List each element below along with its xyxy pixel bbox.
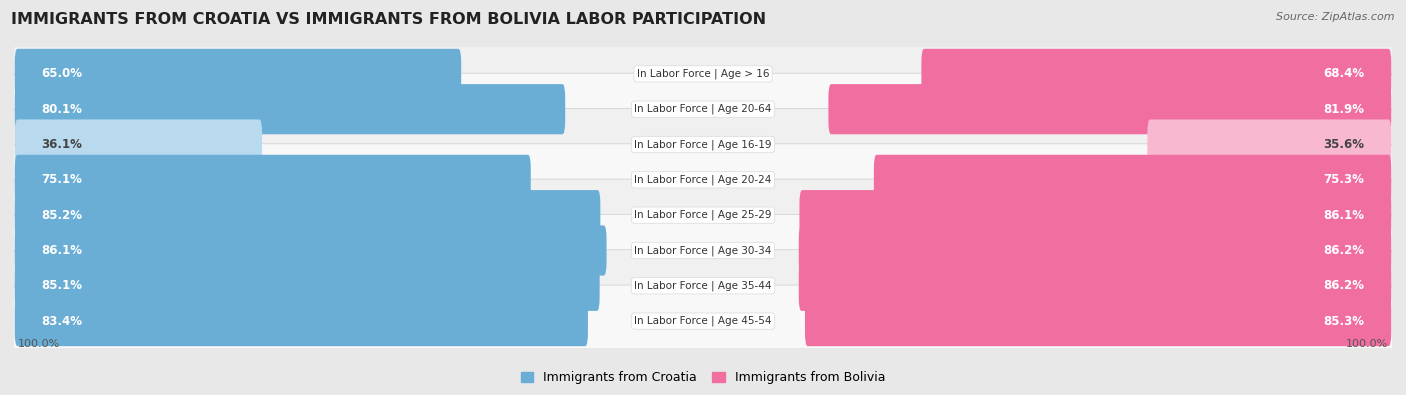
FancyBboxPatch shape [800,190,1392,240]
FancyBboxPatch shape [14,296,588,346]
Text: 86.1%: 86.1% [1323,209,1364,222]
FancyBboxPatch shape [13,250,1393,322]
FancyBboxPatch shape [921,49,1392,99]
FancyBboxPatch shape [806,296,1392,346]
Text: 86.1%: 86.1% [42,244,83,257]
Text: In Labor Force | Age 20-64: In Labor Force | Age 20-64 [634,104,772,115]
FancyBboxPatch shape [875,155,1392,205]
Text: 85.3%: 85.3% [1323,314,1364,327]
Text: 81.9%: 81.9% [1323,103,1364,116]
Text: 83.4%: 83.4% [42,314,83,327]
FancyBboxPatch shape [14,190,600,240]
Text: 75.1%: 75.1% [42,173,83,186]
Text: 85.1%: 85.1% [42,279,83,292]
Text: 86.2%: 86.2% [1323,244,1364,257]
FancyBboxPatch shape [14,261,599,311]
Text: In Labor Force | Age 16-19: In Labor Force | Age 16-19 [634,139,772,150]
FancyBboxPatch shape [13,285,1393,357]
FancyBboxPatch shape [14,226,606,276]
FancyBboxPatch shape [13,73,1393,145]
Text: 35.6%: 35.6% [1323,138,1364,151]
Text: Source: ZipAtlas.com: Source: ZipAtlas.com [1277,12,1395,22]
Text: 68.4%: 68.4% [1323,68,1364,81]
FancyBboxPatch shape [828,84,1392,134]
Legend: Immigrants from Croatia, Immigrants from Bolivia: Immigrants from Croatia, Immigrants from… [516,367,890,389]
FancyBboxPatch shape [14,49,461,99]
Text: In Labor Force | Age 25-29: In Labor Force | Age 25-29 [634,210,772,220]
Text: In Labor Force | Age > 16: In Labor Force | Age > 16 [637,69,769,79]
Text: 65.0%: 65.0% [42,68,83,81]
FancyBboxPatch shape [14,155,530,205]
FancyBboxPatch shape [799,226,1392,276]
FancyBboxPatch shape [13,109,1393,181]
Text: In Labor Force | Age 35-44: In Labor Force | Age 35-44 [634,280,772,291]
Text: 75.3%: 75.3% [1323,173,1364,186]
Text: 100.0%: 100.0% [17,339,59,349]
FancyBboxPatch shape [13,38,1393,110]
FancyBboxPatch shape [14,119,262,169]
FancyBboxPatch shape [799,261,1392,311]
FancyBboxPatch shape [14,84,565,134]
Text: In Labor Force | Age 30-34: In Labor Force | Age 30-34 [634,245,772,256]
FancyBboxPatch shape [13,144,1393,216]
Text: 80.1%: 80.1% [42,103,83,116]
FancyBboxPatch shape [13,179,1393,251]
Text: 86.2%: 86.2% [1323,279,1364,292]
Text: IMMIGRANTS FROM CROATIA VS IMMIGRANTS FROM BOLIVIA LABOR PARTICIPATION: IMMIGRANTS FROM CROATIA VS IMMIGRANTS FR… [11,12,766,27]
Text: 36.1%: 36.1% [42,138,83,151]
FancyBboxPatch shape [13,214,1393,286]
FancyBboxPatch shape [1147,119,1392,169]
Text: In Labor Force | Age 20-24: In Labor Force | Age 20-24 [634,175,772,185]
Text: 100.0%: 100.0% [1347,339,1389,349]
Text: 85.2%: 85.2% [42,209,83,222]
Text: In Labor Force | Age 45-54: In Labor Force | Age 45-54 [634,316,772,326]
